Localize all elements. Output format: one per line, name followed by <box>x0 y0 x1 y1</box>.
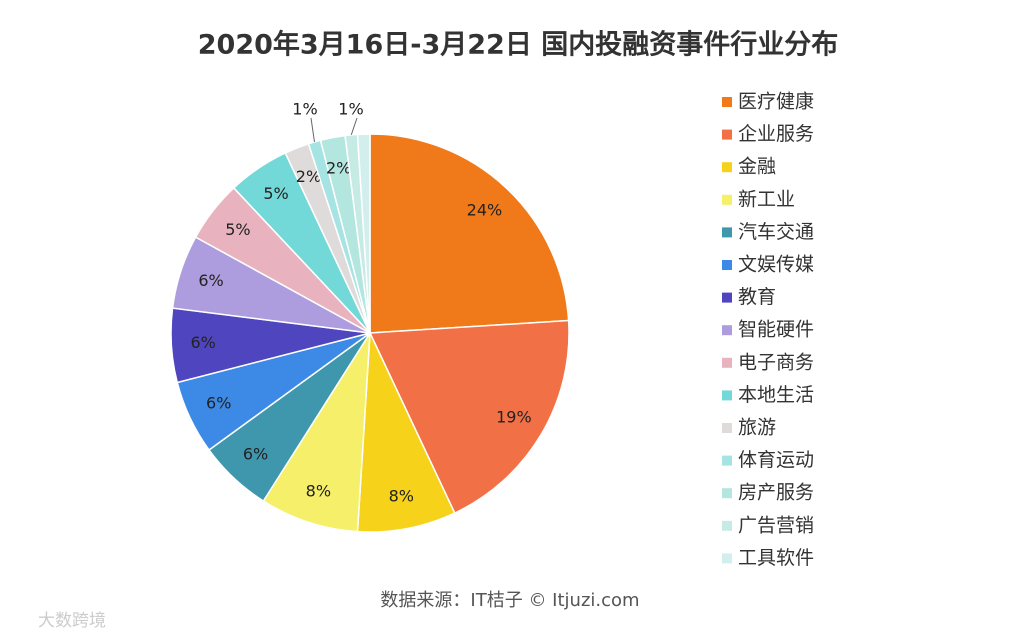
legend-label: 电子商务 <box>738 351 814 373</box>
legend-label: 新工业 <box>738 188 795 210</box>
pie-slice <box>356 332 456 533</box>
data-label: 1% <box>338 100 363 119</box>
data-label: 6% <box>206 394 231 413</box>
data-label: 1% <box>292 100 317 119</box>
legend-swatch <box>722 162 732 173</box>
data-label: 5% <box>225 220 250 239</box>
legend-swatch <box>722 97 732 107</box>
pie-slice <box>369 133 570 334</box>
data-label: 6% <box>190 333 215 352</box>
source: 数据来源：IT桔子 © Itjuzi.com <box>380 590 639 611</box>
pie-slice <box>368 319 570 515</box>
chart-title: 2020年3月16日-3月22日 国内投融资事件行业分布 <box>198 29 838 61</box>
leader-line <box>310 117 315 142</box>
legend-label: 体育运动 <box>738 449 814 471</box>
data-label: 2% <box>296 167 321 186</box>
legend-label: 本地生活 <box>738 384 814 406</box>
legend-label: 企业服务 <box>738 123 814 145</box>
watermark: 大数跨境 <box>38 611 106 631</box>
data-label: 6% <box>198 271 223 290</box>
legend-swatch <box>722 488 732 499</box>
legend-swatch <box>722 260 732 270</box>
legend-label: 房产服务 <box>738 482 814 504</box>
legend-swatch <box>722 129 732 140</box>
legend-label: 智能硬件 <box>738 319 814 341</box>
data-label: 24% <box>467 201 503 220</box>
legend-swatch <box>722 194 732 205</box>
pie-slice <box>262 332 371 533</box>
legend-swatch <box>722 325 732 336</box>
legend-label: 金融 <box>738 156 776 178</box>
legend-label: 汽车交通 <box>738 221 814 243</box>
legend-swatch <box>722 455 732 466</box>
legend-label: 旅游 <box>738 417 776 439</box>
legend-label: 教育 <box>738 286 776 308</box>
legend-swatch <box>722 390 732 401</box>
legend-swatch <box>722 553 732 564</box>
legend-swatch <box>722 520 732 531</box>
legend-swatch <box>722 292 732 303</box>
pie-slice <box>356 133 371 334</box>
legend-swatch <box>722 423 732 433</box>
data-label: 2% <box>326 158 351 177</box>
legend-label: 医疗健康 <box>738 91 814 113</box>
legend-swatch <box>722 357 732 368</box>
data-label: 8% <box>306 481 331 500</box>
data-label: 19% <box>496 408 532 427</box>
leader-line <box>350 117 358 136</box>
data-label: 8% <box>389 487 414 506</box>
legend-label: 工具软件 <box>738 547 814 569</box>
legend-label: 文娱传媒 <box>738 254 814 276</box>
data-label: 6% <box>243 444 268 463</box>
legend-label: 广告营销 <box>738 514 814 536</box>
data-label: 5% <box>263 184 288 203</box>
legend-swatch <box>722 227 732 238</box>
